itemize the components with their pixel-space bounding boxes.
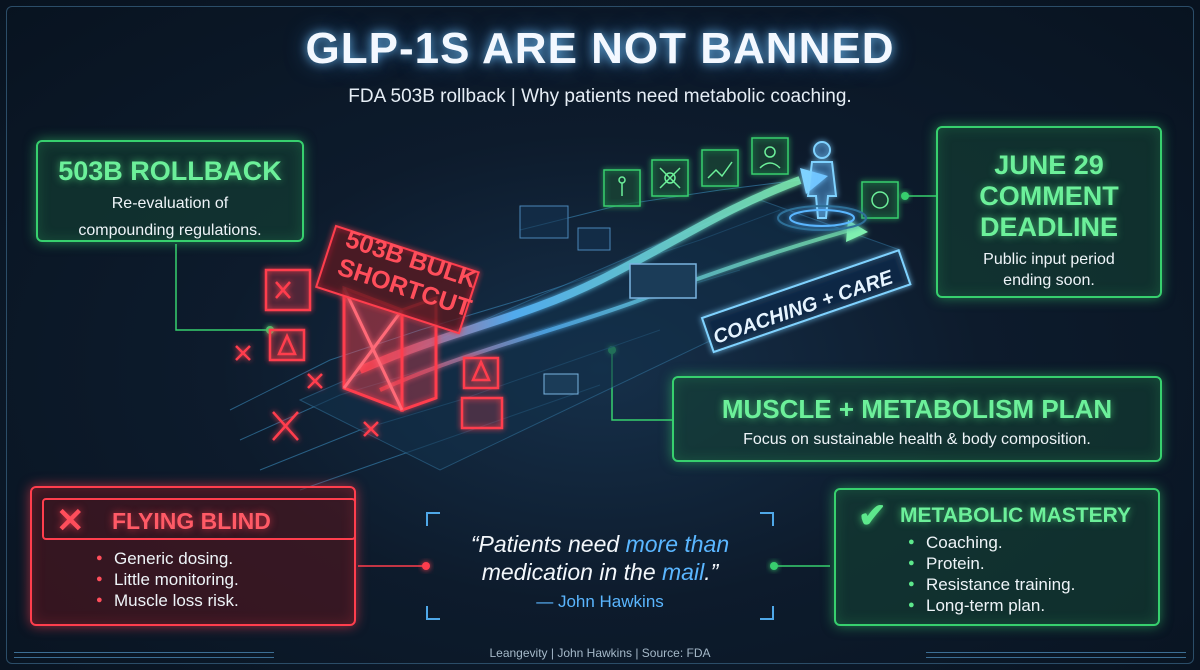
deadline-body-line2: ending soon. — [1003, 272, 1095, 289]
coach-icon — [751, 137, 789, 175]
decor-bar-right — [926, 652, 1186, 658]
page-title: GLP-1S ARE NOT BANNED — [305, 24, 895, 73]
muscle-plan-body: Focus on sustainable health & body compo… — [743, 431, 1091, 448]
check-icon: ✔ — [858, 497, 887, 535]
flying-blind-panel: ✕ FLYING BLIND Generic dosing. Little mo… — [30, 486, 356, 626]
human-figure-icon — [777, 141, 867, 231]
deadline-body-line1: Public input period — [983, 251, 1115, 268]
x-icon: ✕ — [56, 502, 85, 540]
deadline-panel: JUNE 29 COMMENT DEADLINE Public input pe… — [936, 126, 1162, 298]
outer-frame — [6, 6, 1194, 664]
chip-icon — [629, 263, 697, 299]
flying-blind-header: ✕ FLYING BLIND — [42, 498, 356, 540]
chart-icon — [701, 149, 739, 187]
page-subtitle: FDA 503B rollback | Why patients need me… — [348, 86, 852, 107]
coaching-banner — [700, 249, 912, 354]
list-item: Muscle loss risk. — [94, 590, 239, 611]
rollback-panel: 503B ROLLBACK Re-evaluation of compoundi… — [36, 140, 304, 242]
list-item: Coaching. — [906, 532, 1075, 553]
list-item: Little monitoring. — [94, 569, 239, 590]
list-item: Resistance training. — [906, 574, 1075, 595]
footer-credits: Leangevity | John Hawkins | Source: FDA — [489, 646, 711, 660]
quote-box: “Patients need more than medication in t… — [426, 512, 774, 620]
shortcut-tag — [314, 224, 480, 335]
metabolic-mastery-title: METABOLIC MASTERY — [900, 504, 1131, 527]
muscle-plan-panel: MUSCLE + METABOLISM PLAN Focus on sustai… — [672, 376, 1162, 462]
list-item: Generic dosing. — [94, 548, 239, 569]
list-item: Protein. — [906, 553, 1075, 574]
flying-blind-list: Generic dosing. Little monitoring. Muscl… — [94, 548, 239, 611]
rollback-body-line2: compounding regulations. — [78, 222, 262, 239]
support-icon — [861, 181, 899, 219]
warning-marks — [235, 268, 504, 441]
flying-blind-title: FLYING BLIND — [112, 508, 271, 534]
blocked-gate-icon — [342, 285, 438, 413]
quote-author: — John Hawkins — [536, 592, 664, 611]
rollback-title: 503B ROLLBACK — [58, 156, 282, 186]
deadline-title-line3: DEADLINE — [979, 212, 1118, 242]
metabolic-mastery-list: Coaching. Protein. Resistance training. … — [906, 532, 1075, 616]
decor-bar-left — [14, 652, 274, 658]
deadline-title-line1: JUNE 29 — [994, 150, 1104, 180]
rollback-body-line1: Re-evaluation of — [111, 195, 229, 212]
metabolic-mastery-panel: ✔ METABOLIC MASTERY Coaching. Protein. R… — [834, 488, 1160, 626]
deadline-title-line2: COMMENT — [979, 181, 1119, 211]
quote-text: “Patients need more than medication in t… — [470, 531, 730, 585]
list-item: Long-term plan. — [906, 595, 1075, 616]
muscle-plan-title: MUSCLE + METABOLISM PLAN — [721, 394, 1113, 424]
